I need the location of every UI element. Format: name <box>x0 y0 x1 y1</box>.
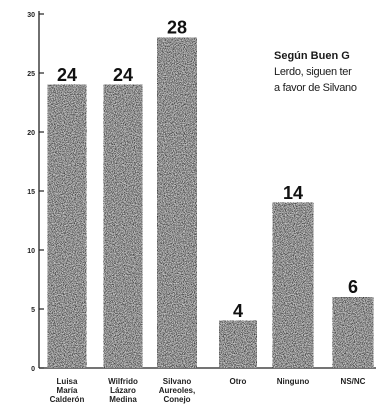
y-tick-label: 15 <box>27 189 35 196</box>
bar <box>332 296 374 369</box>
bar <box>103 84 143 369</box>
annotation-line-2: Lerdo, siguen ter <box>274 66 352 78</box>
y-tick-label: 25 <box>27 71 35 78</box>
y-tick-label: 0 <box>31 366 35 373</box>
category-label: Wilfrido Lázaro Medina <box>108 377 138 404</box>
bar-value-label: 6 <box>348 277 358 297</box>
bar <box>156 37 198 369</box>
category-label: Silvano Aureoles, Conejo <box>159 377 195 404</box>
bar-value-label: 14 <box>283 183 303 203</box>
bar-value-label: 4 <box>233 301 243 321</box>
y-tick-label: 10 <box>27 248 35 255</box>
y-tick-label: 5 <box>31 307 35 314</box>
bar-value-label: 28 <box>167 18 187 38</box>
bar-value-label: 24 <box>113 65 133 85</box>
bar <box>218 320 258 369</box>
annotation-line-1: Según Buen G <box>274 50 350 62</box>
y-tick-label: 20 <box>27 130 35 137</box>
bar-value-label: 24 <box>57 65 77 85</box>
category-label: Ninguno <box>277 377 310 386</box>
category-label: NS/NC <box>341 377 366 386</box>
bars <box>47 37 374 369</box>
labels: 24 Luisa María Calderón 24 Wilfrido Lázaro Medi… <box>50 18 366 404</box>
annotation-line-3: a favor de Silvano <box>274 82 357 94</box>
y-tick-label: 30 <box>27 12 35 19</box>
category-label: Otro <box>230 377 247 386</box>
bar <box>47 84 87 369</box>
bar <box>272 202 314 369</box>
y-axis: 0 5 10 15 20 25 30 <box>27 11 376 373</box>
category-label: Luisa María Calderón <box>50 377 85 404</box>
annotation-text: Según Buen G Lerdo, siguen ter a favor d… <box>274 48 377 96</box>
